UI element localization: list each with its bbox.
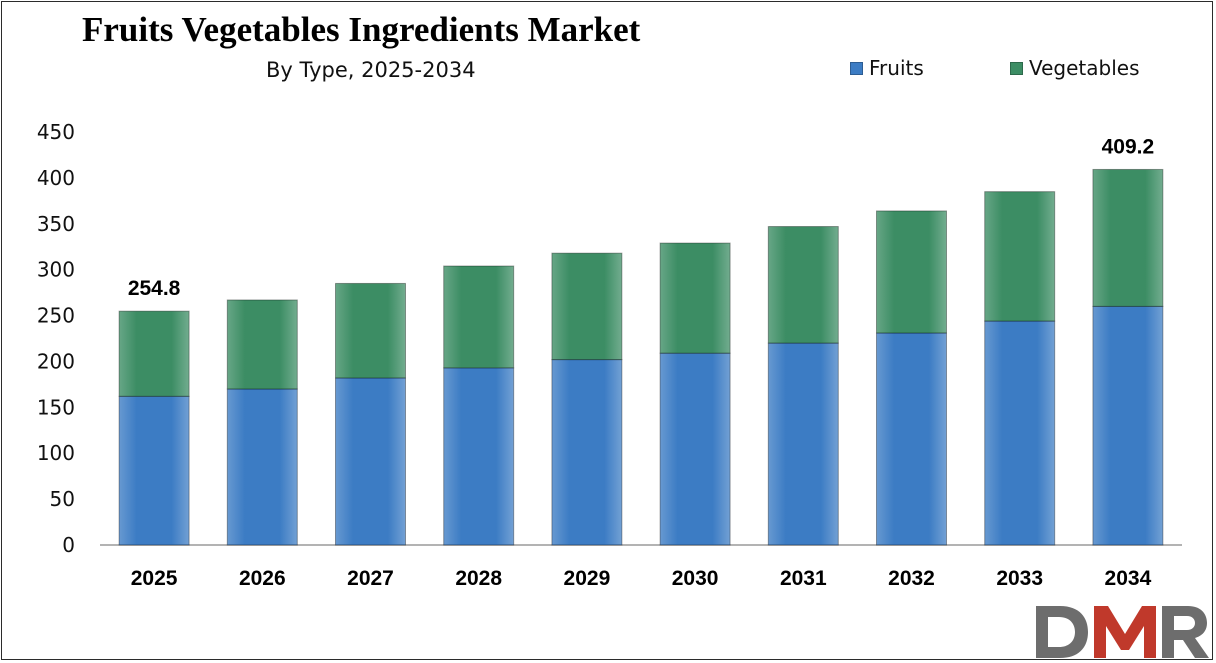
dmr-logo xyxy=(1036,606,1209,658)
data-label: 409.2 xyxy=(1102,135,1155,158)
x-tick-label: 2028 xyxy=(455,567,502,590)
x-tick-label: 2026 xyxy=(239,567,286,590)
legend-label-fruits: Fruits xyxy=(869,56,924,80)
x-tick-label: 2029 xyxy=(564,567,611,590)
bar-vegetables-2025 xyxy=(118,310,190,397)
bar-fruits-2027 xyxy=(335,377,406,546)
legend-swatch-fruits xyxy=(850,61,863,75)
bar-fruits-2033 xyxy=(984,320,1056,546)
y-tick-label: 100 xyxy=(37,441,75,465)
legend-item-fruits: Fruits xyxy=(850,56,924,80)
bar-vegetables-2033 xyxy=(984,191,1056,322)
legend-label-vegetables: Vegetables xyxy=(1029,56,1140,80)
y-tick-label: 300 xyxy=(37,258,75,282)
bar-vegetables-2029 xyxy=(551,252,623,361)
bar-fruits-2034 xyxy=(1092,305,1164,546)
y-tick-label: 0 xyxy=(62,533,75,557)
x-tick-label: 2034 xyxy=(1105,567,1152,590)
bar-vegetables-2027 xyxy=(335,282,406,379)
bar-vegetables-2028 xyxy=(443,265,515,369)
bar-vegetables-2026 xyxy=(226,299,298,390)
bar-fruits-2032 xyxy=(876,332,947,546)
y-tick-label: 150 xyxy=(37,395,75,419)
y-tick-label: 200 xyxy=(37,349,75,373)
bar-fruits-2030 xyxy=(659,352,731,546)
bar-vegetables-2032 xyxy=(876,210,947,334)
x-tick-label: 2031 xyxy=(780,567,827,590)
x-tick-label: 2027 xyxy=(347,567,394,590)
y-tick-label: 350 xyxy=(37,212,75,236)
bar-fruits-2031 xyxy=(767,342,839,546)
bar-vegetables-2030 xyxy=(659,242,731,354)
bar-vegetables-2034 xyxy=(1092,168,1164,307)
y-tick-label: 400 xyxy=(37,166,75,190)
y-tick-label: 250 xyxy=(37,304,75,328)
y-tick-label: 450 xyxy=(37,120,75,144)
bar-fruits-2026 xyxy=(226,388,298,546)
x-tick-label: 2033 xyxy=(996,567,1043,590)
chart-title: Fruits Vegetables Ingredients Market xyxy=(82,10,641,49)
bar-fruits-2029 xyxy=(551,359,623,546)
bar-fruits-2025 xyxy=(118,395,190,546)
bar-vegetables-2031 xyxy=(767,226,839,344)
legend-swatch-vegetables xyxy=(1010,61,1023,75)
y-tick-label: 50 xyxy=(50,487,75,511)
legend-item-vegetables: Vegetables xyxy=(1010,56,1140,80)
data-label: 254.8 xyxy=(128,277,181,300)
chart-subtitle: By Type, 2025-2034 xyxy=(266,58,476,82)
x-tick-label: 2025 xyxy=(131,567,178,590)
bar-fruits-2028 xyxy=(443,367,515,546)
x-tick-label: 2032 xyxy=(888,567,935,590)
x-tick-label: 2030 xyxy=(672,567,719,590)
